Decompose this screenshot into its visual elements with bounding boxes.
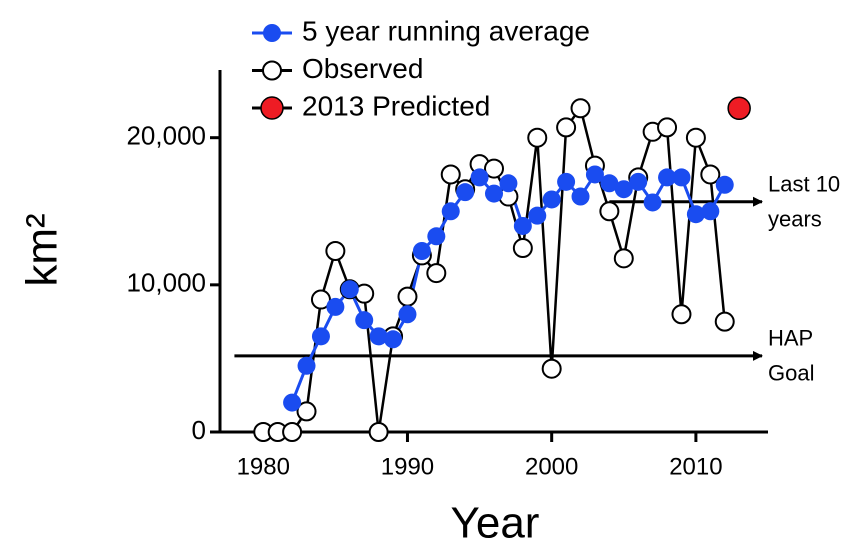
data-point: [297, 356, 316, 375]
x-tick-label: 1990: [381, 453, 434, 480]
data-point: [672, 168, 691, 187]
data-point: [340, 280, 359, 299]
data-point: [714, 311, 735, 332]
x-tick-label: 1980: [237, 453, 290, 480]
data-point: [700, 164, 721, 185]
data-point: [527, 127, 548, 148]
data-point: [613, 248, 634, 269]
legend-label: Observed: [302, 53, 423, 84]
data-point: [440, 164, 461, 185]
legend-marker: [260, 96, 284, 120]
data-point: [384, 330, 403, 349]
reference-label: Last 10: [768, 172, 840, 197]
reference-label: years: [768, 207, 822, 232]
data-point: [556, 117, 577, 138]
data-point: [368, 422, 389, 442]
data-point: [685, 127, 706, 148]
x-tick-label: 2000: [525, 453, 578, 480]
data-point: [470, 168, 489, 187]
y-tick-label: 0: [192, 415, 206, 445]
reference-label: HAP: [768, 326, 813, 351]
y-axis-label: km²: [18, 213, 67, 286]
data-point: [369, 327, 388, 346]
data-point: [513, 216, 532, 235]
data-point: [658, 168, 677, 187]
data-point: [282, 422, 303, 442]
y-tick-label: 10,000: [126, 268, 206, 298]
data-point: [599, 201, 620, 222]
data-point: [643, 193, 662, 212]
data-point: [600, 174, 619, 193]
data-point: [557, 172, 576, 191]
data-point: [528, 206, 547, 225]
data-point: [614, 180, 633, 199]
data-point: [326, 297, 345, 316]
data-point: [671, 304, 692, 325]
data-point: [456, 183, 475, 202]
data-point: [542, 190, 561, 209]
x-axis-label: Year: [451, 499, 540, 548]
data-point: [585, 165, 604, 184]
data-point: [426, 263, 447, 284]
data-point: [727, 96, 751, 121]
data-point: [629, 172, 648, 191]
data-point: [571, 187, 590, 206]
data-point: [441, 202, 460, 221]
legend-marker: [262, 60, 282, 81]
data-point: [485, 184, 503, 203]
legend-label: 2013 Predicted: [302, 90, 490, 121]
data-point: [512, 238, 533, 259]
data-point: [657, 117, 678, 138]
data-point: [686, 205, 705, 224]
reference-label: Goal: [768, 361, 814, 386]
data-point: [311, 327, 330, 346]
data-point: [398, 305, 417, 324]
legend-marker: [263, 24, 281, 42]
data-point: [701, 202, 720, 221]
x-tick-label: 2010: [669, 453, 722, 480]
data-point: [412, 242, 431, 260]
data-point: [355, 311, 374, 330]
data-point: [499, 174, 518, 193]
data-point: [427, 227, 446, 246]
y-tick-label: 20,000: [126, 121, 206, 151]
data-point: [541, 358, 562, 379]
data-point: [484, 158, 504, 179]
series-line: [263, 105, 726, 434]
data-point: [570, 98, 591, 119]
data-point: [310, 289, 331, 310]
data-point: [715, 175, 734, 194]
data-point: [325, 241, 346, 261]
legend-label: 5 year running average: [302, 15, 590, 46]
data-point: [283, 393, 302, 412]
data-point: [397, 286, 418, 307]
data-point: [296, 401, 317, 422]
